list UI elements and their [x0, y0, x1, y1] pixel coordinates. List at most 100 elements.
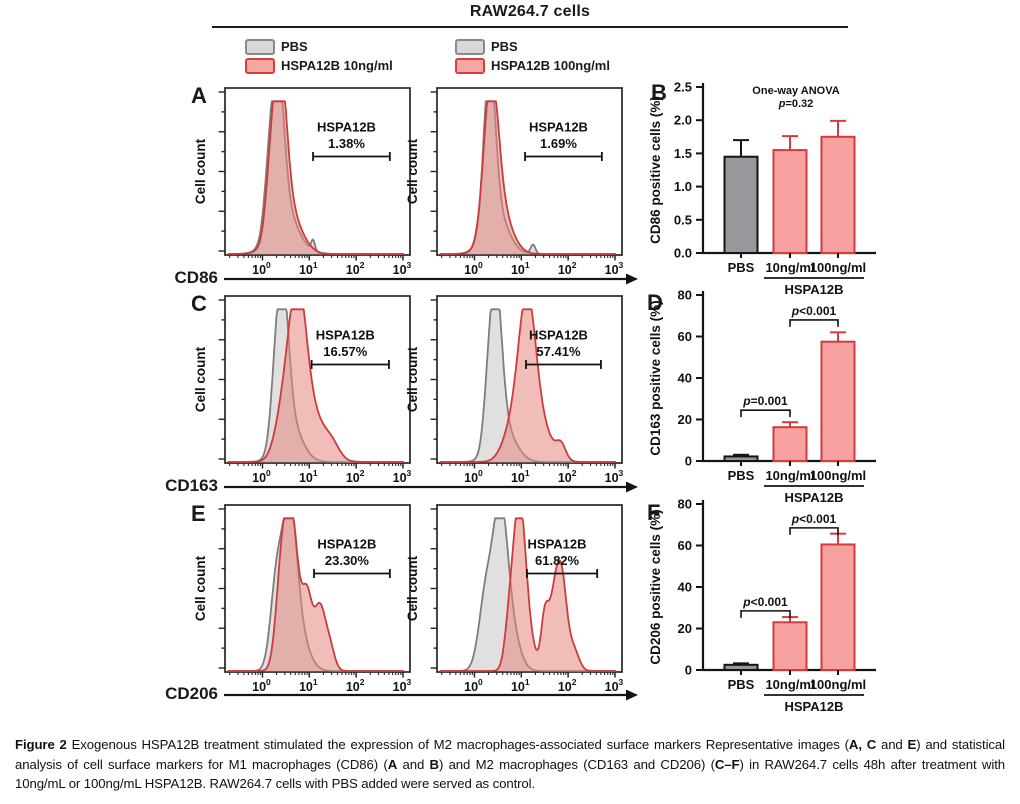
treated-curve-fill [439, 309, 616, 463]
flow-histogram-A-HSPA12B-10ng/ml: 100 101 102 103 HSPA12B 1.38% Cell count [193, 87, 412, 277]
legend-entry-label: PBS [491, 39, 518, 54]
gate-percentage: 1.38% [328, 136, 365, 151]
y-tick-label: 2.0 [674, 113, 692, 128]
category-label: PBS [728, 468, 755, 483]
caption-segment: and [397, 756, 430, 772]
x-tick-label: 103 [393, 677, 412, 694]
plot-frame [436, 87, 623, 256]
x-tick-label: 102 [558, 677, 577, 694]
treated-curve-fill [227, 518, 404, 672]
significance-label: p<0.001 [791, 512, 837, 526]
treated-curve-fill [227, 101, 404, 255]
x-tick-label: 101 [299, 260, 318, 277]
caption-segment: and [876, 737, 908, 752]
treatment-swatch [245, 57, 275, 74]
significance-bracket [740, 409, 791, 418]
hist-ylabel: Cell count [405, 346, 420, 412]
x-tick-label: 103 [605, 677, 624, 694]
bar-10ng-ml [772, 149, 808, 254]
y-tick-label: 0 [685, 454, 692, 469]
flow-histogram-E-HSPA12B-100ng/ml: 100 101 102 103 HSPA12B 61.82% Cell count [405, 504, 624, 694]
x-tick-label: 102 [558, 468, 577, 485]
panel-letter-E: E [191, 501, 206, 526]
y-tick-label: 1.5 [674, 146, 692, 161]
bar-pbs [723, 663, 759, 671]
panel-letter-F: F [647, 500, 661, 525]
caption-segment: C–F [714, 756, 740, 772]
pbs-curve-fill [439, 518, 616, 672]
x-tick-label: 102 [558, 260, 577, 277]
category-label: 10ng/ml [765, 260, 814, 275]
caption-segment: Figure 2 [15, 737, 72, 752]
group-label: HSPA12B [784, 490, 843, 505]
bar-100ng-ml [820, 340, 856, 462]
x-tick-label: 102 [346, 260, 365, 277]
legend-entry: HSPA12B 100ng/ml [455, 57, 610, 74]
pbs-curve-fill [439, 309, 616, 463]
marker-axis-arrow-CD86 [224, 273, 638, 285]
gate-percentage: 1.69% [540, 136, 577, 151]
flow-histogram-A-HSPA12B-100ng/ml: 100 101 102 103 HSPA12B 1.69% Cell count [405, 87, 624, 277]
treated-curve [227, 517, 404, 672]
category-label: 10ng/ml [765, 468, 814, 483]
treated-curve [439, 308, 616, 463]
gate-percentage: 16.57% [323, 344, 368, 359]
marker-axis-arrow-CD163 [224, 481, 638, 493]
plot-frame [224, 87, 411, 256]
arrowhead-icon [626, 689, 638, 701]
gate-label: HSPA12B [529, 119, 588, 134]
caption-segment: B [429, 756, 440, 772]
gate-label: HSPA12B [316, 327, 375, 342]
gate-percentage: 57.41% [536, 344, 581, 359]
caption-segment: E [907, 737, 917, 752]
x-tick-label: 100 [252, 677, 271, 694]
gate-label: HSPA12B [317, 536, 376, 551]
x-tick-label: 100 [252, 468, 271, 485]
caption-segment: Exogenous HSPA12B treatment stimulated t… [71, 737, 849, 752]
bar-100ng-ml [820, 543, 856, 671]
figure-title: RAW264.7 cells [469, 3, 591, 20]
marker-label-CD206: CD206 [165, 684, 218, 703]
flow-histogram-C-HSPA12B-100ng/ml: 100 101 102 103 HSPA12B 57.41% Cell count [405, 295, 624, 485]
treated-curve-fill [227, 309, 404, 463]
legend-entry-label: HSPA12B 10ng/ml [281, 58, 393, 73]
gate-label: HSPA12B [528, 536, 587, 551]
group-label: HSPA12B [784, 699, 843, 714]
pbs-swatch [245, 38, 275, 55]
panel-letter-B: B [651, 80, 667, 105]
flow-histogram-E-HSPA12B-10ng/ml: 100 101 102 103 HSPA12B 23.30% Cell count [193, 504, 412, 694]
marker-axis-arrow-CD206 [224, 689, 638, 701]
gate-percentage: 61.82% [535, 553, 580, 568]
legend-100ng: PBS HSPA12B 100ng/ml [455, 38, 610, 74]
bar-ylabel: CD86 positive cells (%) [648, 96, 663, 244]
treated-curve [439, 517, 616, 672]
panel-letter-D: D [647, 290, 663, 315]
significance-label: p=0.001 [742, 394, 788, 408]
category-label: PBS [728, 677, 755, 692]
x-tick-label: 100 [464, 260, 483, 277]
bar-100ng-ml [820, 135, 856, 254]
legend-entry: HSPA12B 10ng/ml [245, 57, 393, 74]
panel-letter-C: C [191, 291, 207, 316]
hist-ylabel: Cell count [405, 138, 420, 204]
caption-segment: A [387, 756, 398, 772]
hist-ylabel: Cell count [193, 138, 208, 204]
gate-label: HSPA12B [529, 327, 588, 342]
arrowhead-icon [626, 273, 638, 285]
treated-curve [227, 308, 404, 463]
x-tick-label: 103 [605, 468, 624, 485]
figure-caption: Figure 2 Exogenous HSPA12B treatment sti… [15, 735, 1005, 794]
bar-10ng-ml [772, 426, 808, 463]
x-tick-label: 100 [464, 468, 483, 485]
significance-label: p<0.001 [791, 304, 837, 318]
x-tick-label: 101 [299, 677, 318, 694]
treatment-swatch [455, 57, 485, 74]
pbs-curve-fill [227, 518, 404, 672]
arrowhead-icon [626, 481, 638, 493]
x-tick-label: 100 [252, 260, 271, 277]
legend-entry: PBS [245, 38, 393, 55]
significance-bracket [740, 610, 791, 618]
anova-pvalue: p=0.32 [778, 98, 814, 110]
